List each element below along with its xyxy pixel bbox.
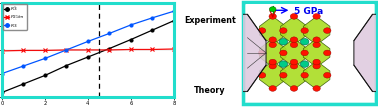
- R-3: [129, 39, 133, 40]
- Circle shape: [280, 72, 287, 78]
- Polygon shape: [259, 16, 286, 45]
- Circle shape: [324, 50, 331, 56]
- Circle shape: [258, 50, 266, 56]
- Circle shape: [269, 86, 276, 91]
- Circle shape: [313, 14, 320, 19]
- Circle shape: [269, 37, 276, 43]
- Circle shape: [313, 59, 320, 65]
- R-3: [150, 29, 155, 31]
- Legend: $R\bar{3}$, $P2_1/m$, $R3$: $R\bar{3}$, $P2_1/m$, $R3$: [3, 4, 26, 30]
- Circle shape: [290, 37, 298, 43]
- Circle shape: [301, 50, 308, 56]
- Circle shape: [324, 72, 331, 78]
- P2₁/m: [85, 49, 90, 51]
- R3: [64, 49, 69, 51]
- P2₁/m: [172, 48, 176, 50]
- R3: [107, 33, 112, 34]
- Polygon shape: [237, 14, 266, 91]
- R-3: [0, 92, 4, 93]
- Circle shape: [269, 63, 276, 69]
- P2₁/m: [43, 50, 47, 51]
- Circle shape: [270, 7, 276, 12]
- P2₁/m: [0, 50, 4, 52]
- Text: 5 GPa: 5 GPa: [294, 7, 323, 16]
- Circle shape: [313, 86, 320, 91]
- Circle shape: [324, 28, 331, 33]
- Polygon shape: [303, 16, 330, 45]
- R3: [172, 11, 176, 12]
- R-3: [21, 83, 26, 85]
- Circle shape: [258, 28, 266, 33]
- Line: R3: R3: [0, 10, 175, 75]
- P2₁/m: [107, 49, 112, 51]
- Polygon shape: [303, 61, 330, 89]
- P2₁/m: [21, 50, 26, 51]
- R3: [43, 58, 47, 59]
- Circle shape: [279, 61, 288, 67]
- Polygon shape: [259, 61, 286, 89]
- Polygon shape: [281, 61, 307, 89]
- Text: Theory: Theory: [194, 86, 226, 95]
- Line: P2₁/m: P2₁/m: [0, 48, 175, 52]
- Circle shape: [313, 63, 320, 69]
- Circle shape: [290, 86, 298, 91]
- R3: [85, 41, 90, 42]
- Circle shape: [290, 42, 298, 48]
- P2₁/m: [150, 49, 155, 50]
- Circle shape: [290, 59, 298, 65]
- Circle shape: [290, 14, 298, 19]
- Circle shape: [269, 42, 276, 48]
- Circle shape: [269, 59, 276, 65]
- Circle shape: [290, 63, 298, 69]
- R-3: [172, 20, 176, 21]
- Circle shape: [280, 50, 287, 56]
- Circle shape: [280, 28, 287, 33]
- R3: [21, 65, 26, 67]
- R3: [129, 24, 133, 26]
- Polygon shape: [259, 39, 286, 67]
- P2₁/m: [129, 49, 133, 50]
- Circle shape: [313, 42, 320, 48]
- P2₁/m: [64, 49, 69, 51]
- Circle shape: [313, 37, 320, 43]
- Polygon shape: [281, 39, 307, 67]
- Polygon shape: [354, 14, 378, 91]
- R-3: [85, 56, 90, 58]
- Line: R-3: R-3: [0, 19, 175, 94]
- R3: [0, 73, 4, 74]
- Text: Experiment: Experiment: [184, 16, 236, 25]
- Polygon shape: [281, 16, 307, 45]
- Polygon shape: [303, 39, 330, 67]
- R3: [150, 17, 155, 18]
- Circle shape: [279, 39, 288, 45]
- Circle shape: [301, 28, 308, 33]
- R-3: [64, 65, 69, 66]
- Circle shape: [269, 14, 276, 19]
- Circle shape: [301, 39, 309, 45]
- Circle shape: [301, 72, 308, 78]
- R-3: [107, 48, 112, 49]
- R-3: [43, 75, 47, 76]
- Circle shape: [301, 61, 309, 67]
- X-axis label: P/GPa: P/GPa: [79, 107, 97, 108]
- Circle shape: [258, 72, 266, 78]
